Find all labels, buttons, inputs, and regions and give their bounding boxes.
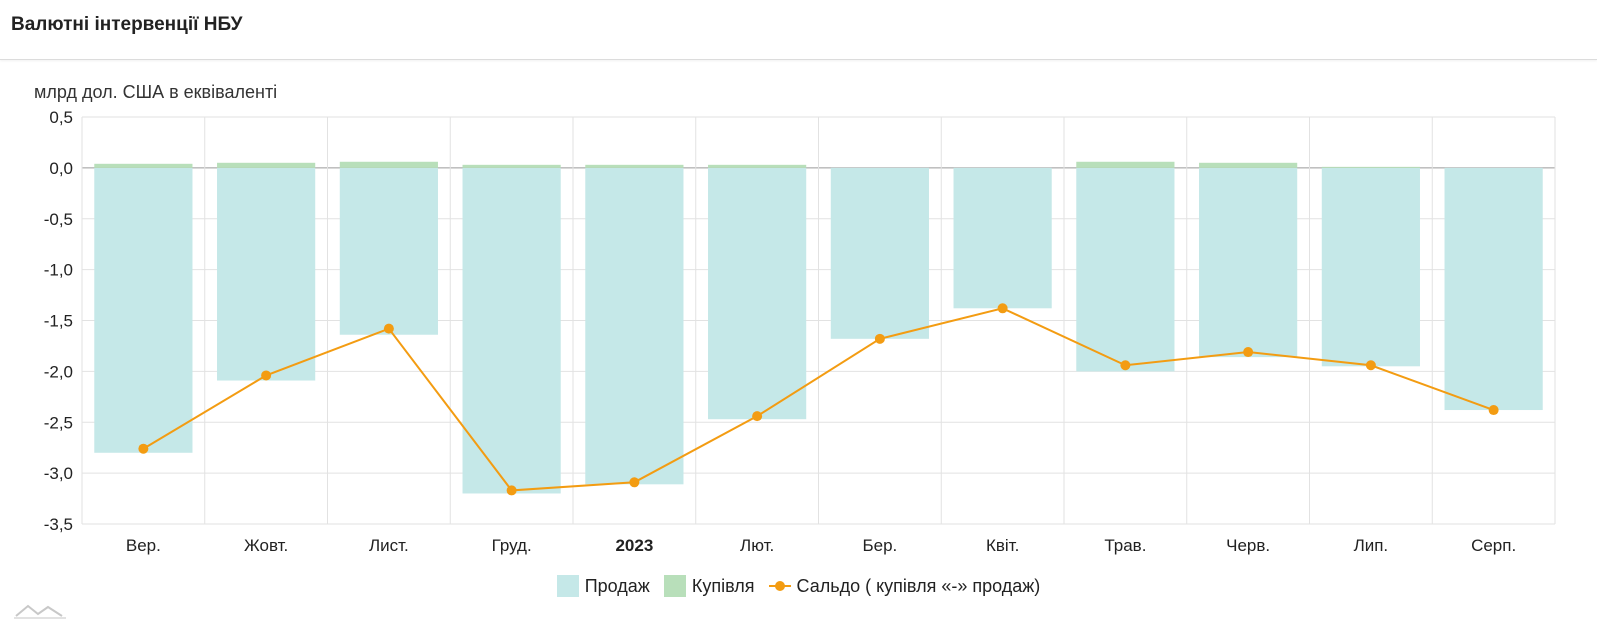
- purchase-swatch: [663, 575, 686, 597]
- x-tick-label: Лип.: [1354, 536, 1389, 555]
- legend-item-balance[interactable]: Сальдо ( купівля «-» продаж): [768, 575, 1041, 597]
- sales-bar: [1444, 167, 1543, 411]
- sales-bar: [1199, 167, 1298, 358]
- balance-point: [1365, 360, 1376, 371]
- y-tick-label: 0,5: [49, 108, 73, 127]
- purchase-bar: [94, 163, 193, 168]
- chart-legend: Продаж Купівля Сальдо ( купівля «-» прод…: [0, 573, 1597, 599]
- balance-line-group: [138, 303, 1499, 496]
- balance-swatch: [768, 575, 791, 597]
- balance-point: [138, 443, 149, 454]
- purchase-bar: [708, 164, 807, 168]
- purchase-bar: [339, 161, 438, 168]
- x-tick-label: Квіт.: [986, 536, 1019, 555]
- y-tick-label: -2,0: [44, 362, 73, 381]
- sales-bar: [708, 167, 807, 420]
- sales-bar: [94, 167, 193, 453]
- balance-point: [261, 370, 272, 381]
- x-tick-label: Серп.: [1471, 536, 1516, 555]
- balance-point: [383, 323, 394, 334]
- x-tick-label: Жовт.: [244, 536, 288, 555]
- x-tick-label: Лист.: [369, 536, 409, 555]
- sales-bar: [1321, 167, 1420, 367]
- x-tick-label: Трав.: [1104, 536, 1146, 555]
- chart-logo-icon: [14, 604, 66, 619]
- y-tick-label: -1,0: [44, 261, 73, 280]
- y-tick-label: 0,0: [49, 159, 73, 178]
- balance-point: [1488, 405, 1499, 416]
- x-tick-label: Груд.: [492, 536, 532, 555]
- page-title: Валютні інтервенції НБУ: [11, 14, 243, 35]
- sales-bar: [953, 167, 1052, 309]
- legend-label-purchase: Купівля: [691, 575, 755, 596]
- y-tick-label: -3,0: [44, 464, 73, 483]
- y-axis-label: млрд дол. США в еквіваленті: [34, 82, 278, 102]
- legend-item-purchase[interactable]: Купівля: [663, 575, 755, 597]
- chart-grid: [81, 116, 1556, 525]
- x-tick-label: Вер.: [126, 536, 161, 555]
- sales-bar: [339, 167, 438, 335]
- y-tick-label: -0,5: [44, 210, 73, 229]
- sales-bar: [462, 167, 561, 494]
- legend-item-sales[interactable]: Продаж: [556, 575, 650, 597]
- x-tick-label: 2023: [615, 536, 653, 555]
- purchase-bar: [217, 162, 316, 168]
- purchase-bar: [1199, 162, 1298, 168]
- purchase-bar: [1321, 166, 1420, 168]
- chart-bars: [94, 161, 1543, 494]
- legend-label-balance: Сальдо ( купівля «-» продаж): [796, 575, 1041, 596]
- x-tick-label: Бер.: [862, 536, 897, 555]
- balance-line: [142, 307, 1494, 492]
- sales-swatch: [556, 575, 579, 597]
- balance-point: [752, 411, 763, 422]
- sales-bar: [1076, 167, 1175, 372]
- legend-label-sales: Продаж: [584, 575, 650, 596]
- balance-point: [997, 303, 1008, 314]
- purchase-bar: [585, 164, 684, 168]
- balance-point: [1243, 347, 1254, 358]
- sales-bar: [585, 167, 684, 485]
- header-bar: Валютні інтервенції НБУ: [0, 0, 1597, 60]
- x-tick-label: Лют.: [740, 536, 774, 555]
- chart-labels: 0,5 0,0 -0,5 -1,0 -1,5 -2,0 -2,5 -3,0 -3,5 Вер. Жо…: [44, 108, 1516, 555]
- balance-point: [874, 333, 885, 344]
- y-tick-label: -2,5: [44, 413, 73, 432]
- y-tick-label: -3,5: [44, 515, 73, 534]
- y-tick-label: -1,5: [44, 312, 73, 331]
- balance-point: [1120, 360, 1131, 371]
- purchase-bar: [1076, 161, 1175, 168]
- balance-point: [506, 485, 517, 496]
- sales-bar: [217, 167, 316, 381]
- balance-point: [629, 477, 640, 488]
- x-tick-label: Черв.: [1226, 536, 1270, 555]
- sales-bar: [830, 167, 929, 339]
- purchase-bar: [462, 164, 561, 168]
